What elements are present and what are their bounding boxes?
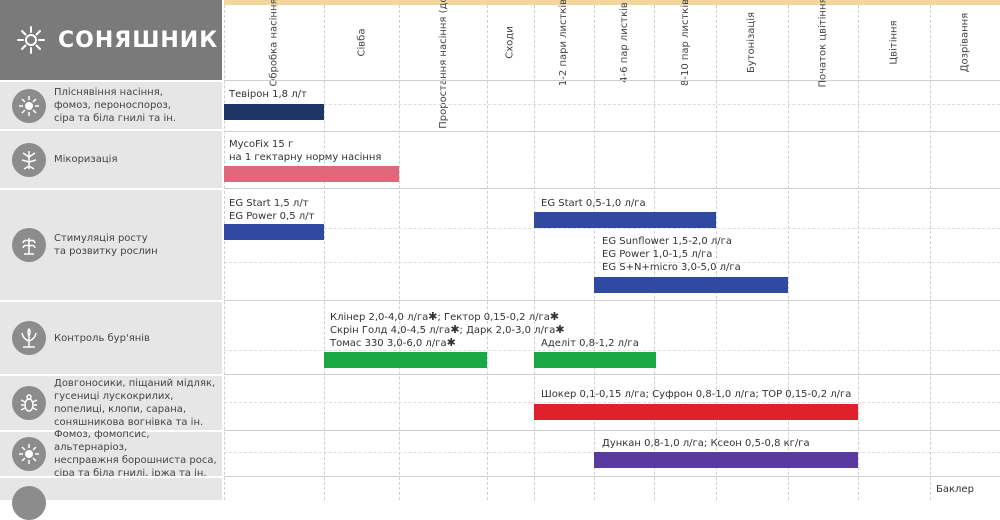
- stage-sowing: Сівба: [355, 28, 367, 57]
- row-weed-control: Контроль бур'янів: [0, 302, 222, 374]
- row-growth-stimulation: Стимуляція росту та розвитку рослин: [0, 190, 222, 300]
- row-mycorrhiza: Мікоризація: [0, 131, 222, 188]
- treatment-herbicide-line-2: Скрін Голд 4,0-4,5 л/га✱; Дарк 2,0-3,0 л…: [330, 323, 565, 336]
- asterisk-icon: ✱: [549, 310, 560, 323]
- stage-ripening: Дозрівання: [959, 12, 971, 73]
- treatment-eg-start-leaf: EG Start 0,5-1,0 л/га: [541, 198, 646, 209]
- grid-line: [487, 5, 488, 500]
- asterisk-icon: ✱: [555, 323, 565, 336]
- asterisk-icon: ✱: [450, 323, 460, 336]
- row-separator: [0, 129, 222, 131]
- stage-germination: Проростання насіння (до сходів): [437, 0, 449, 129]
- row-divider: [224, 188, 1000, 189]
- stage-flowering: Цвітіння: [888, 20, 900, 65]
- treatment-mycofix: MycoFix 15 г на 1 гектарну норму насіння: [229, 139, 382, 163]
- grid-line: [224, 5, 225, 500]
- grid-line: [654, 5, 655, 500]
- stage-emergence: Сходи: [505, 26, 516, 59]
- sub-divider: [224, 350, 1000, 351]
- treatment-fungicides: Дункан 0,8-1,0 л/га; Ксеон 0,5-0,8 кг/га: [602, 438, 810, 449]
- grid-line: [324, 5, 325, 500]
- stage-seed-treatment: Обробка насіння: [268, 0, 280, 87]
- sub-divider: [224, 262, 1000, 263]
- asterisk-icon: ✱: [428, 310, 438, 323]
- stage-1-2-leaves: 1-2 пари листків: [558, 0, 570, 87]
- weed-icon: [12, 321, 46, 355]
- sub-divider: [224, 228, 1000, 229]
- grid-line: [858, 5, 859, 500]
- fungus-icon: [12, 437, 46, 471]
- sub-divider: [224, 402, 1000, 403]
- sunflower-icon: [17, 26, 45, 54]
- seed-mold-icon: [12, 88, 46, 123]
- bar-fungicides: [594, 452, 858, 468]
- row-desiccation: [0, 478, 222, 520]
- treatment-bakler: Баклер: [936, 484, 974, 495]
- plant-growth-icon: [12, 228, 46, 262]
- stage-budding: Бутонізація: [746, 11, 758, 74]
- row-divider: [224, 131, 1000, 132]
- stage-flowering-start: Початок цвітіння: [817, 0, 829, 88]
- row-label: Стимуляція росту та розвитку рослин: [54, 233, 158, 257]
- row-divider: [224, 80, 1000, 81]
- stage-4-6-leaves: 4-6 пар листків: [618, 2, 630, 83]
- bar-herbicide-preemergence: [324, 352, 487, 368]
- treatment-herbicide-line-3: Томас 330 3,0-6,0 л/га✱: [330, 336, 456, 349]
- crop-title: СОНЯШНИК: [58, 27, 219, 53]
- grid-line: [930, 5, 931, 500]
- row-divider: [224, 374, 1000, 375]
- bar-adelit: [534, 352, 656, 368]
- row-separator: [0, 374, 222, 376]
- bar-mycofix: [224, 166, 399, 182]
- row-separator: [0, 300, 222, 302]
- row-separator: [0, 476, 222, 478]
- row-icon: [12, 486, 46, 520]
- roots-icon: [12, 142, 46, 177]
- row-seed-diseases: Пліснявіння насіння, фомоз, пероноспороз…: [0, 82, 222, 129]
- row-label: Фомоз, фомопсис, альтернаріоз, несправжн…: [54, 429, 217, 479]
- top-strip: [224, 0, 1000, 5]
- bar-eg-seed: [224, 224, 324, 240]
- asterisk-icon: ✱: [446, 336, 456, 349]
- row-divider: [224, 430, 1000, 431]
- row-label: Пліснявіння насіння, фомоз, пероноспороз…: [54, 87, 176, 124]
- row-insect-control: Довгоносики, піщаний мідляк, гусениці лу…: [0, 376, 222, 430]
- treatment-eg-sunflower: EG Sunflower 1,5-2,0 л/га EG Power 1,0-1…: [602, 236, 741, 273]
- row-fungal-diseases: Фомоз, фомопсис, альтернаріоз, несправжн…: [0, 429, 222, 479]
- row-separator: [0, 430, 222, 432]
- grid-line: [716, 5, 717, 500]
- grid-line: [399, 5, 400, 500]
- row-divider: [224, 476, 1000, 477]
- stage-8-10-leaves: 8-10 пар листків: [679, 0, 691, 86]
- bug-icon: [12, 386, 46, 420]
- bar-eg-sunflower: [594, 277, 788, 293]
- row-separator: [0, 188, 222, 190]
- row-label: Контроль бур'янів: [54, 332, 150, 344]
- bar-eg-start-leaf: [534, 212, 716, 228]
- treatment-herbicide-line-1: Клінер 2,0-4,0 л/га✱; Гектор 0,15-0,2 л/…: [330, 310, 560, 323]
- bar-teviron: [224, 104, 324, 120]
- treatment-teviron: Тевірон 1,8 л/т: [229, 89, 307, 100]
- bar-insecticides: [534, 404, 858, 420]
- row-divider: [224, 300, 1000, 301]
- sub-divider: [224, 104, 1000, 105]
- treatment-eg-seed: EG Start 1,5 л/т EG Power 0,5 л/т: [229, 198, 315, 222]
- grid-line: [788, 5, 789, 500]
- treatment-insecticides: Шокер 0,1-0,15 л/га; Суфрон 0,8-1,0 л/га…: [541, 389, 852, 400]
- treatment-adelit: Аделіт 0,8-1,2 л/га: [541, 338, 639, 349]
- grid-line: [594, 5, 595, 500]
- row-label: Мікоризація: [54, 154, 118, 165]
- row-label: Довгоносики, піщаний мідляк, гусениці лу…: [54, 378, 216, 428]
- grid-line: [534, 5, 535, 500]
- crop-title-block: СОНЯШНИК: [0, 0, 222, 80]
